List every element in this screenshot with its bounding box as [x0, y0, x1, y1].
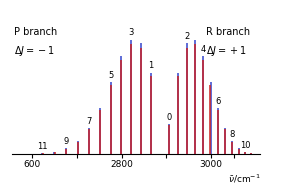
Text: R branch: R branch [206, 27, 250, 36]
Text: 11: 11 [37, 142, 48, 151]
Text: 10: 10 [240, 140, 250, 149]
Text: $\Delta J = -1$: $\Delta J = -1$ [14, 44, 55, 58]
Text: 0: 0 [167, 113, 172, 122]
Text: 9: 9 [64, 137, 69, 146]
Text: 8: 8 [229, 130, 235, 139]
Text: 5: 5 [108, 71, 113, 80]
Text: P branch: P branch [14, 27, 58, 36]
Text: 7: 7 [86, 117, 91, 126]
Text: 4: 4 [200, 45, 205, 54]
Text: 6: 6 [215, 97, 221, 106]
Text: 3: 3 [128, 28, 134, 37]
Text: $\Delta J = +1$: $\Delta J = +1$ [206, 44, 247, 58]
Text: 2: 2 [184, 32, 189, 41]
Text: $\bar{\nu}$/cm$^{-1}$: $\bar{\nu}$/cm$^{-1}$ [228, 173, 260, 185]
Text: 1: 1 [148, 61, 153, 70]
